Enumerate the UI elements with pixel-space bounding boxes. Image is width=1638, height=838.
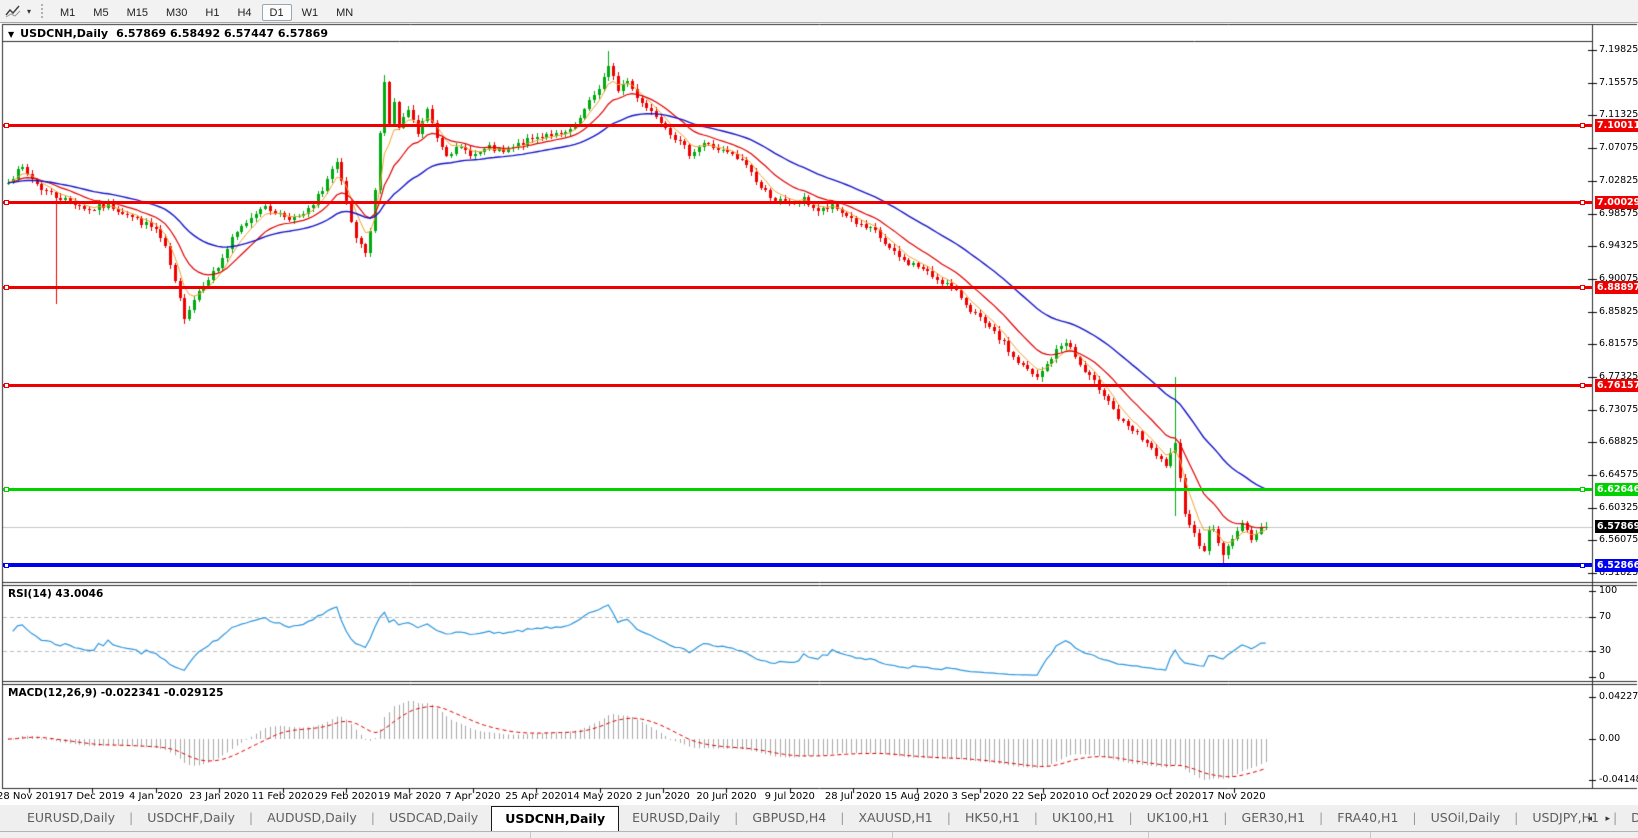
- date-label: 17 Dec 2019: [60, 791, 125, 802]
- date-label: 14 May 2020: [566, 791, 633, 802]
- price-axis-tick-label: 6.56075: [1599, 534, 1638, 546]
- price-axis-tick-label: 7.07075: [1599, 142, 1638, 154]
- date-label: 19 Mar 2020: [377, 791, 442, 802]
- price-axis-tick-label: 6.60325: [1599, 501, 1638, 513]
- date-label: 4 Jan 2020: [129, 791, 183, 802]
- hline-handle-left[interactable]: [4, 562, 9, 568]
- price-axis-tick-label: 6.77325: [1599, 371, 1638, 382]
- date-label: 22 Sep 2020: [1011, 791, 1076, 802]
- chart-title-ohlc: 6.57869 6.58492 6.57447 6.57869: [116, 27, 328, 40]
- price-axis-tick-label: 6.64575: [1599, 469, 1638, 481]
- hline-handle-right[interactable]: [1580, 383, 1585, 389]
- date-label: 28 Nov 2019: [0, 791, 62, 802]
- chart-title-symbol: USDCNH,Daily: [20, 27, 109, 40]
- hline-handle-right[interactable]: [1580, 562, 1585, 568]
- rsi-axis-tick-label: 70: [1599, 610, 1612, 622]
- price-axis-tick-label: 6.81575: [1599, 338, 1638, 350]
- collapse-triangle-icon[interactable]: ▼: [8, 30, 15, 39]
- date-label: 11 Feb 2020: [251, 791, 314, 802]
- price-axis-tick-label: 7.11325: [1599, 109, 1638, 121]
- price-axis-tick-label: 6.73075: [1599, 403, 1638, 415]
- hline-handle-right[interactable]: [1580, 199, 1585, 205]
- price-axis-tick-label: 6.68825: [1599, 436, 1638, 448]
- hline-handle-left[interactable]: [4, 123, 9, 129]
- hline-6.62646[interactable]: [3, 488, 1592, 492]
- date-label: 28 Jul 2020: [824, 791, 882, 802]
- date-label: 2 Jun 2020: [636, 791, 690, 802]
- rsi-axis-tick-label: 0: [1599, 671, 1606, 682]
- date-label: 29 Oct 2020: [1139, 791, 1202, 802]
- hline-6.88897[interactable]: [3, 286, 1592, 290]
- hline-price-tag: 6.62646: [1595, 483, 1638, 497]
- price-axis-tick-label: 6.98575: [1599, 207, 1638, 219]
- price-axis-tick-label: 6.51825: [1599, 567, 1638, 579]
- price-axis-tick-label: 6.85825: [1599, 305, 1638, 317]
- macd-axis-tick-label: -0.04148: [1599, 774, 1638, 786]
- current-price-tag: 6.57869: [1595, 520, 1638, 534]
- hline-handle-right[interactable]: [1580, 123, 1585, 129]
- hline-handle-left[interactable]: [4, 383, 9, 389]
- price-axis-tick-label: 6.94325: [1599, 240, 1638, 252]
- date-label: 10 Oct 2020: [1075, 791, 1138, 802]
- chart-title-row: ▼ USDCNH,Daily 6.57869 6.58492 6.57447 6.5…: [8, 27, 328, 40]
- price-axis-tick-label: 7.02825: [1599, 174, 1638, 186]
- rsi-axis-tick-label: 100: [1599, 585, 1618, 596]
- hline-price-tag: 6.88897: [1595, 281, 1638, 295]
- hline-handle-left[interactable]: [4, 199, 9, 205]
- hline-price-tag: 6.76157: [1595, 379, 1638, 393]
- date-label: 7 Apr 2020: [445, 791, 501, 802]
- price-axis-tick-label: 7.15575: [1599, 76, 1638, 88]
- hline-price-tag: 7.00029: [1595, 195, 1638, 209]
- hline-6.52866[interactable]: [3, 563, 1592, 568]
- macd-indicator-label: MACD(12,26,9) -0.022341 -0.029125: [8, 687, 224, 699]
- hline-7.10011[interactable]: [3, 124, 1592, 128]
- date-label: 23 Jan 2020: [189, 791, 250, 802]
- price-axis-tick-label: 7.19825: [1599, 44, 1638, 56]
- date-label: 29 Feb 2020: [314, 791, 378, 802]
- rsi-indicator-label: RSI(14) 43.0046: [8, 588, 104, 600]
- hline-handle-right[interactable]: [1580, 487, 1585, 493]
- macd-axis-tick-label: 0.042275: [1599, 691, 1638, 703]
- hline-handle-left[interactable]: [4, 285, 9, 291]
- hline-price-tag: 6.52866: [1595, 558, 1638, 572]
- date-label: 9 Jul 2020: [764, 791, 815, 802]
- rsi-axis-tick-label: 30: [1599, 645, 1612, 657]
- date-label: 20 Jun 2020: [696, 791, 757, 802]
- hline-handle-left[interactable]: [4, 487, 9, 493]
- price-axis-tick-label: 6.90075: [1599, 272, 1638, 284]
- date-label: 15 Aug 2020: [884, 791, 949, 802]
- hline-6.76157[interactable]: [3, 384, 1592, 388]
- hline-price-tag: 7.10011: [1595, 119, 1638, 133]
- hline-7.00029[interactable]: [3, 200, 1592, 204]
- date-label: 3 Sep 2020: [951, 791, 1009, 802]
- hline-handle-right[interactable]: [1580, 285, 1585, 291]
- macd-axis-tick-label: 0.00: [1599, 733, 1621, 744]
- date-label: 25 Apr 2020: [505, 791, 568, 802]
- date-label: 17 Nov 2020: [1201, 791, 1266, 802]
